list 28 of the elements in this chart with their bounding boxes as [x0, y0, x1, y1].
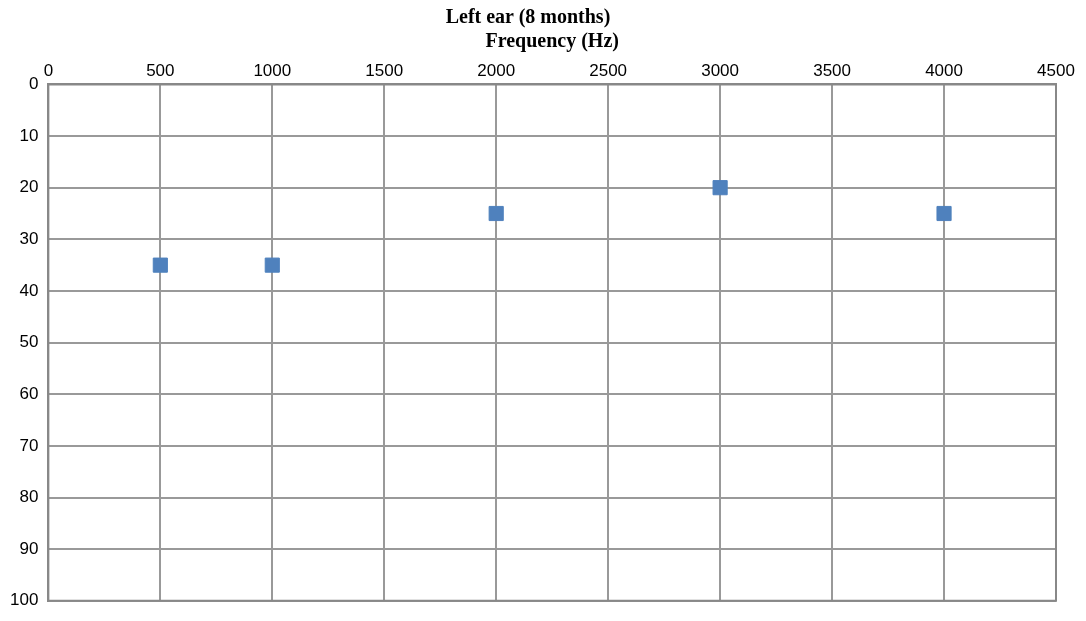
x-tick-label: 500 — [146, 60, 175, 80]
point — [936, 205, 952, 222]
x-tick-label: 4000 — [925, 60, 963, 80]
y-tick-label: 0 — [28, 74, 39, 94]
x-tick-label: 3500 — [813, 60, 851, 80]
y-tick-label: 30 — [19, 229, 39, 249]
y-tick-label: 60 — [19, 383, 39, 403]
point — [264, 257, 280, 273]
chart-title: Left ear (8 months) — [445, 5, 611, 29]
y-tick-label: 10 — [19, 125, 39, 145]
point — [152, 257, 168, 273]
x-tick-label: 2000 — [477, 60, 516, 80]
x-tick-label: 3000 — [701, 60, 740, 80]
point — [488, 205, 504, 222]
y-tick-label: 90 — [19, 538, 39, 558]
x-tick-label: 4500 — [1037, 60, 1075, 80]
y-tick-label: 40 — [19, 280, 39, 300]
y-tick-label: 100 — [9, 590, 39, 610]
x-axis-title: Frequency (Hz) — [485, 29, 619, 53]
y-tick-label: 70 — [19, 435, 39, 455]
x-tick-label: 0 — [43, 60, 54, 80]
y-tick-label: 80 — [19, 487, 39, 507]
point — [712, 180, 728, 196]
y-tick-label: 20 — [19, 177, 39, 197]
x-tick-label: 1500 — [365, 60, 404, 80]
x-tick-label: 2500 — [589, 60, 628, 80]
x-tick-label: 1000 — [253, 60, 292, 80]
y-tick-label: 50 — [19, 332, 39, 352]
